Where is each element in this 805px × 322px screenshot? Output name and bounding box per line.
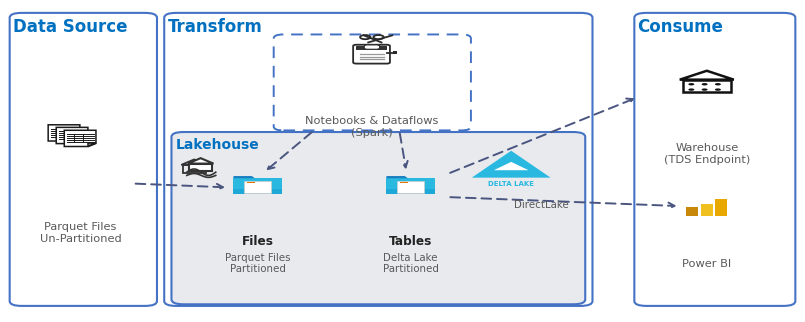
- Bar: [386, 189, 435, 194]
- FancyBboxPatch shape: [364, 45, 380, 49]
- Text: Power BI: Power BI: [682, 259, 732, 269]
- FancyBboxPatch shape: [171, 132, 585, 304]
- Polygon shape: [233, 176, 255, 178]
- Polygon shape: [80, 141, 88, 144]
- Polygon shape: [56, 128, 88, 144]
- Polygon shape: [493, 162, 529, 170]
- Text: Parquet Files
Un-Partitioned: Parquet Files Un-Partitioned: [39, 222, 122, 244]
- Text: Tables: Tables: [389, 235, 432, 248]
- Polygon shape: [386, 176, 408, 178]
- Bar: [683, 80, 731, 92]
- Polygon shape: [472, 151, 551, 178]
- Text: Data Source: Data Source: [13, 18, 127, 36]
- Text: DELTA LAKE: DELTA LAKE: [488, 181, 535, 187]
- Bar: [189, 164, 213, 171]
- Bar: [233, 189, 282, 194]
- Polygon shape: [233, 178, 282, 194]
- Text: Consume: Consume: [638, 18, 724, 36]
- Bar: [715, 199, 727, 216]
- Bar: [247, 182, 255, 184]
- Text: Warehouse
(TDS Endpoint): Warehouse (TDS Endpoint): [663, 143, 750, 165]
- Bar: [686, 207, 698, 216]
- Bar: [700, 204, 712, 216]
- Polygon shape: [89, 144, 96, 147]
- Circle shape: [715, 83, 721, 85]
- Polygon shape: [72, 138, 80, 141]
- Text: DirectLake: DirectLake: [514, 200, 568, 211]
- Text: Parquet Files
Partitioned: Parquet Files Partitioned: [225, 253, 291, 274]
- Polygon shape: [64, 130, 96, 147]
- Circle shape: [715, 89, 721, 91]
- Circle shape: [688, 83, 695, 85]
- Polygon shape: [188, 158, 213, 164]
- Text: Lakehouse: Lakehouse: [175, 138, 259, 152]
- Text: Transform: Transform: [167, 18, 262, 36]
- Bar: [183, 165, 206, 173]
- Polygon shape: [181, 159, 207, 165]
- Bar: [357, 46, 386, 50]
- Bar: [400, 182, 408, 184]
- FancyBboxPatch shape: [353, 45, 390, 64]
- Polygon shape: [679, 71, 734, 80]
- Polygon shape: [48, 125, 80, 141]
- Circle shape: [374, 39, 377, 40]
- Circle shape: [702, 83, 708, 85]
- Bar: [394, 51, 397, 54]
- Text: Files: Files: [242, 235, 274, 248]
- Text: Notebooks & Dataflows
(Spark): Notebooks & Dataflows (Spark): [305, 116, 439, 137]
- Circle shape: [702, 89, 708, 91]
- Text: Delta Lake
Partitioned: Delta Lake Partitioned: [382, 253, 439, 274]
- Polygon shape: [386, 178, 435, 194]
- Bar: [397, 181, 424, 193]
- Bar: [244, 181, 271, 193]
- Circle shape: [688, 89, 695, 91]
